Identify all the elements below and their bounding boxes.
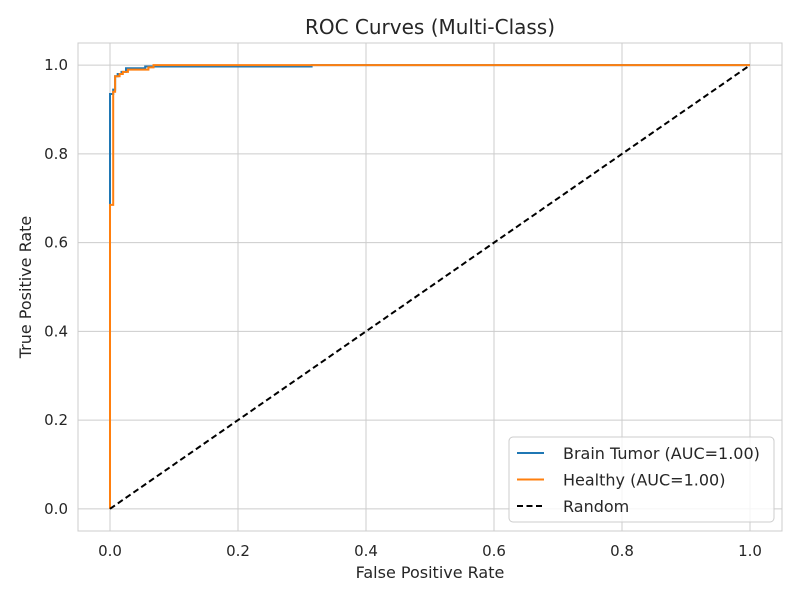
legend-label-random: Random [563,497,629,516]
legend-label-brain: Brain Tumor (AUC=1.00) [563,444,760,463]
legend: Brain Tumor (AUC=1.00) Healthy (AUC=1.00)… [508,436,775,523]
tick-labels: 0.0 0.2 0.4 0.6 0.8 1.0 0.0 0.2 0.4 0.6 0.8 1.0 [44,56,762,560]
series-lines [109,64,751,510]
y-tick-label: 1.0 [44,56,68,74]
grid [78,43,782,531]
x-axis-label: False Positive Rate [356,563,505,582]
y-tick-label: 0.6 [44,234,68,252]
legend-box [508,436,775,523]
y-tick-label: 0.0 [44,500,68,518]
x-tick-label: 0.8 [610,542,634,560]
chart-title: ROC Curves (Multi-Class) [305,15,555,39]
y-tick-label: 0.8 [44,145,68,163]
series-line-healthy [109,64,750,509]
x-tick-label: 0.2 [226,542,250,560]
x-tick-label: 1.0 [738,542,762,560]
x-tick-label: 0.0 [98,542,122,560]
y-tick-label: 0.2 [44,411,68,429]
x-tick-label: 0.4 [354,542,378,560]
legend-items: Brain Tumor (AUC=1.00) Healthy (AUC=1.00)… [517,444,760,516]
x-tick-label: 0.6 [482,542,506,560]
legend-label-healthy: Healthy (AUC=1.00) [563,471,725,490]
y-axis-label: True Positive Rate [16,216,35,360]
series-line-random [109,64,751,510]
y-tick-label: 0.4 [44,322,68,340]
